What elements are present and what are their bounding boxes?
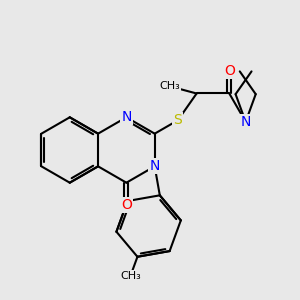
Text: N: N <box>241 115 251 129</box>
Text: S: S <box>173 113 182 127</box>
Text: O: O <box>224 64 235 78</box>
Text: CH₃: CH₃ <box>120 271 141 281</box>
Text: N: N <box>121 110 132 124</box>
Text: O: O <box>121 198 132 212</box>
Text: N: N <box>149 159 160 173</box>
Text: CH₃: CH₃ <box>159 81 180 91</box>
